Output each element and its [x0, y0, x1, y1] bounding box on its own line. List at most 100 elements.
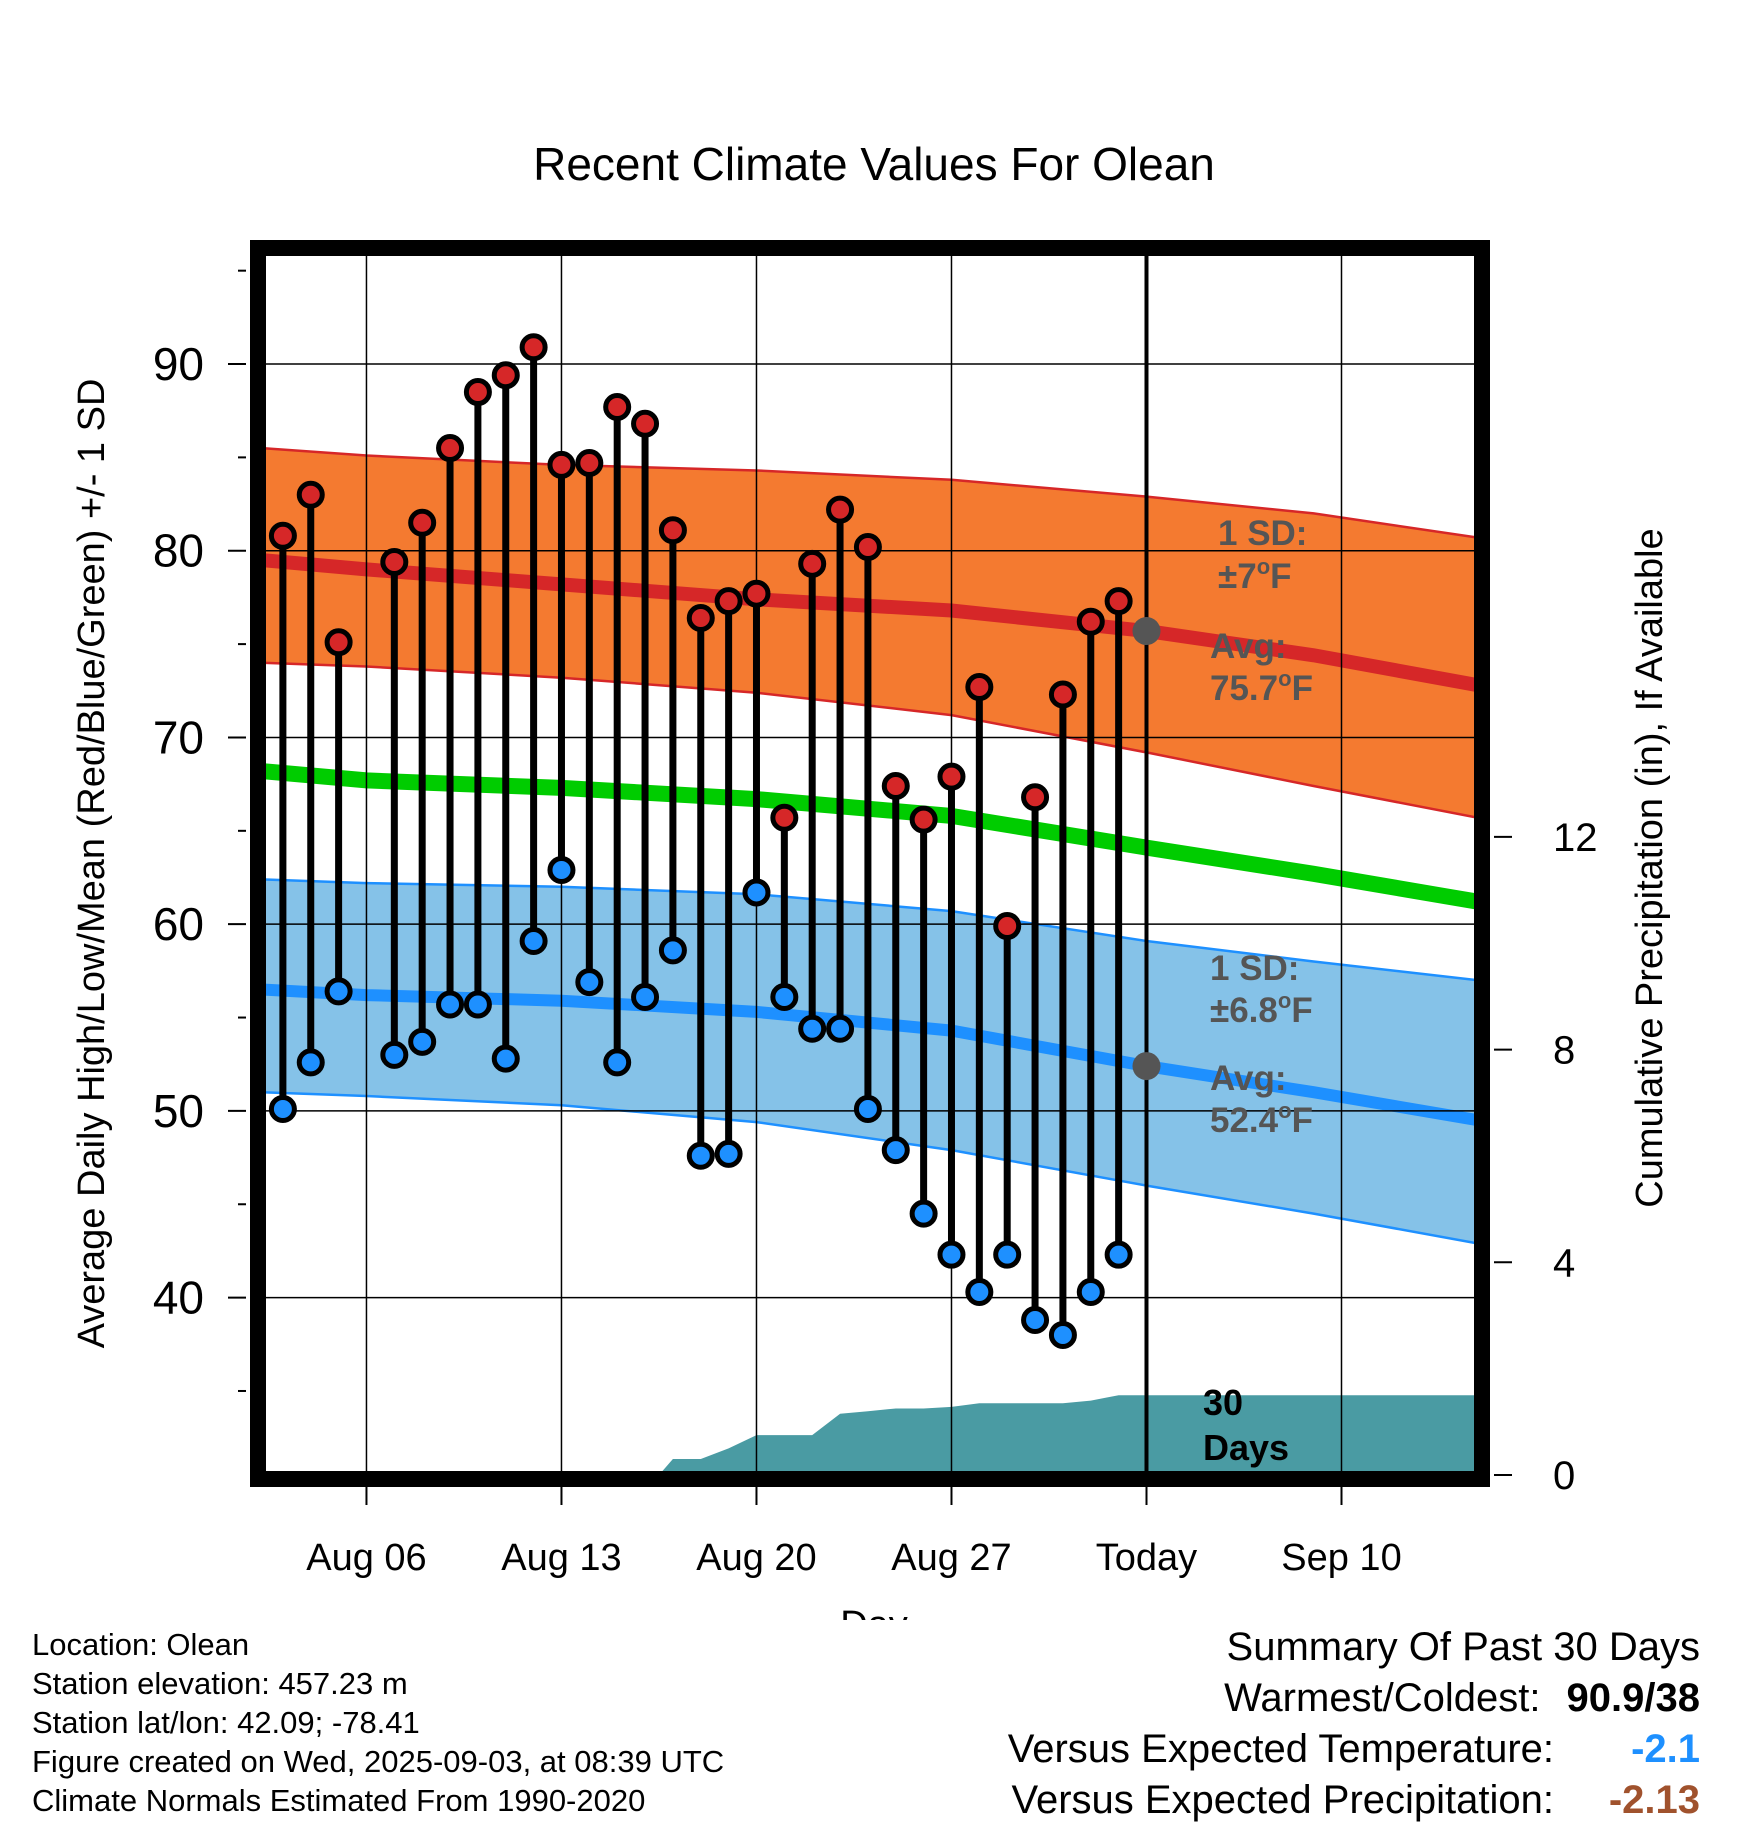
daily-low-point: [658, 936, 687, 965]
temp-value: -2.1: [1631, 1727, 1700, 1771]
daily-low-point: [909, 1199, 938, 1228]
x-tick-label: Sep 10: [1281, 1537, 1401, 1579]
daily-high-point: [519, 333, 548, 362]
daily-low-point: [742, 878, 771, 907]
daily-high-point: [408, 508, 437, 537]
daily-high-point: [826, 495, 855, 524]
daily-high-point: [993, 912, 1022, 941]
daily-high-point: [714, 587, 743, 616]
station-info: Location: Olean Station elevation: 457.2…: [32, 1625, 724, 1820]
y2-tick-label: 0: [1553, 1454, 1575, 1498]
daily-high-point: [1021, 783, 1050, 812]
low-sd-upper-line: [262, 878, 1478, 982]
y-tick-label: 50: [153, 1085, 204, 1137]
x-tick-label: Aug 06: [306, 1537, 426, 1579]
daily-high-point: [853, 533, 882, 562]
daily-low-point: [714, 1139, 743, 1168]
daily-high-point: [770, 803, 799, 832]
today-low-avg-marker: [1132, 1052, 1161, 1081]
x-tick-label: Aug 13: [501, 1537, 621, 1579]
summary-precip-row: Versus Expected Precipitation: -2.13: [1008, 1775, 1700, 1826]
daily-low-point: [853, 1095, 882, 1124]
low-avg-label: Avg:: [1210, 1059, 1286, 1098]
daily-low-point: [770, 983, 799, 1012]
x-axis-label: Day: [840, 1604, 908, 1620]
low-sd-value: ±6.8oF: [1210, 988, 1313, 1030]
daily-low-point: [993, 1240, 1022, 1269]
precip-label: Versus Expected Precipitation:: [1011, 1778, 1554, 1822]
x-tick-label: Aug 27: [891, 1537, 1011, 1579]
daily-low-point: [547, 856, 576, 885]
y-tick-label: 60: [153, 898, 204, 950]
y-tick-label: 80: [153, 525, 204, 577]
normal-low-line: [262, 983, 1478, 1127]
daily-low-point: [1021, 1306, 1050, 1335]
precip-area: [262, 1395, 1478, 1475]
precip-value: -2.13: [1608, 1778, 1700, 1822]
daily-high-point: [463, 378, 492, 407]
daily-low-point: [1076, 1278, 1105, 1307]
y-tick-label: 70: [153, 711, 204, 763]
daily-high-point: [1048, 680, 1077, 709]
daily-low-point: [296, 1048, 325, 1077]
daily-low-point: [324, 977, 353, 1006]
daily-low-point: [937, 1240, 966, 1269]
daily-high-point: [909, 805, 938, 834]
y-axis-label: Average Daily High/Low/Mean (Red/Blue/Gr…: [71, 379, 113, 1349]
daily-high-point: [742, 579, 771, 608]
daily-low-point: [268, 1095, 297, 1124]
low-avg-value: 52.4oF: [1210, 1098, 1313, 1140]
location-text: Location: Olean: [32, 1627, 250, 1662]
daily-high-point: [380, 547, 409, 576]
high-sd-upper-line: [262, 446, 1478, 539]
y2-tick-label: 4: [1553, 1241, 1575, 1285]
today-high-avg-marker: [1132, 617, 1161, 646]
daily-high-point: [491, 361, 520, 390]
high-avg-value: 75.7oF: [1210, 666, 1313, 708]
daily-high-point: [1104, 587, 1133, 616]
y2-tick-label: 12: [1553, 816, 1598, 860]
daily-high-point: [575, 448, 604, 477]
daily-high-point: [436, 434, 465, 463]
chart-title: Recent Climate Values For Olean: [533, 138, 1215, 190]
daily-low-point: [463, 990, 492, 1019]
climate-chart: Recent Climate Values For Olean Aug 06 Aug…: [71, 138, 1671, 1620]
daily-low-point: [826, 1014, 855, 1043]
high-sd-lower-line: [262, 661, 1478, 820]
latlon-text: Station lat/lon: 42.09; -78.41: [32, 1705, 420, 1740]
plot-border: [250, 240, 1490, 1487]
daily-low-point: [798, 1014, 827, 1043]
daily-high-point: [631, 409, 660, 438]
daily-low-point: [519, 926, 548, 955]
daily-low-point: [881, 1136, 910, 1165]
normal-mean-line: [262, 763, 1478, 910]
summary-temp-row: Versus Expected Temperature: -2.1: [1008, 1724, 1700, 1775]
daily-low-point: [631, 983, 660, 1012]
daily-low-point: [603, 1048, 632, 1077]
window-label-days: Days: [1203, 1427, 1289, 1468]
warmest-label: Warmest/Coldest:: [1224, 1676, 1541, 1720]
summary-warmest-row: Warmest/Coldest: 90.9/38: [1008, 1673, 1700, 1724]
temp-label: Versus Expected Temperature:: [1007, 1727, 1554, 1771]
low-sd-label: 1 SD:: [1210, 949, 1299, 988]
warmest-value: 90.9/38: [1566, 1676, 1700, 1720]
daily-high-point: [296, 480, 325, 509]
daily-low-point: [965, 1278, 994, 1307]
created-text: Figure created on Wed, 2025-09-03, at 08…: [32, 1744, 725, 1779]
low-sd-lower-line: [262, 1090, 1478, 1245]
daily-low-point: [686, 1141, 715, 1170]
x-tick-label: Today: [1096, 1537, 1197, 1579]
elevation-text: Station elevation: 457.23 m: [32, 1666, 408, 1701]
y2-tick-label: 8: [1553, 1029, 1575, 1073]
summary-heading: Summary Of Past 30 Days: [1226, 1625, 1700, 1669]
chart-labels: Recent Climate Values For Olean Aug 06 Aug…: [71, 138, 1671, 1620]
daily-high-point: [798, 549, 827, 578]
daily-low-point: [436, 990, 465, 1019]
daily-low-point: [491, 1044, 520, 1073]
high-avg-label: Avg:: [1210, 627, 1286, 666]
daily-high-point: [547, 450, 576, 479]
y-tick-label: 90: [153, 338, 204, 390]
high-sd-label: 1 SD:: [1218, 514, 1307, 553]
daily-high-point: [268, 521, 297, 550]
daily-high-point: [1076, 607, 1105, 636]
